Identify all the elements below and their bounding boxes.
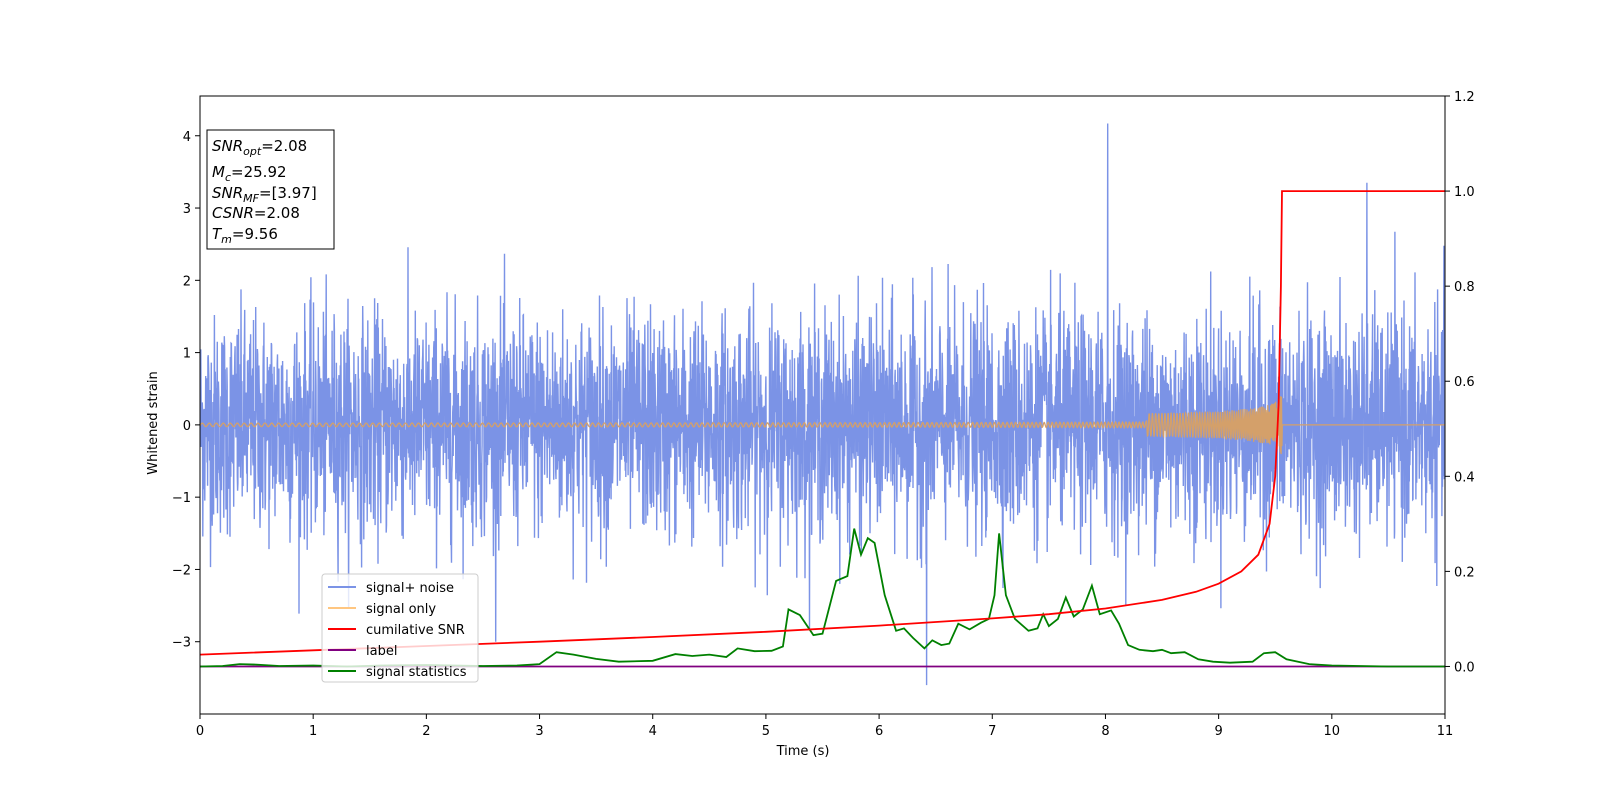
series-cumulative-snr bbox=[200, 190, 1445, 656]
y-tick-label: 2 bbox=[183, 274, 191, 289]
y-tick-label: 1 bbox=[183, 347, 191, 362]
x-tick-label: 7 bbox=[988, 724, 996, 739]
y2-tick-label: 0.8 bbox=[1454, 280, 1475, 295]
x-tick-label: 10 bbox=[1324, 724, 1341, 739]
y-axis-label: Whitened strain bbox=[146, 371, 161, 474]
info-subscript: c bbox=[225, 171, 231, 184]
x-tick-label: 2 bbox=[422, 724, 430, 739]
x-tick-label: 11 bbox=[1437, 724, 1454, 739]
y-tick-label: 0 bbox=[183, 419, 191, 434]
info-box-frame bbox=[206, 129, 335, 250]
y2-tick-label: 1.2 bbox=[1454, 90, 1475, 105]
y-tick-label: 4 bbox=[183, 130, 191, 145]
axis-text: Time (s) Whitened strain bbox=[146, 371, 829, 759]
info-symbol: T bbox=[212, 225, 223, 243]
info-symbol: M bbox=[212, 163, 225, 181]
x-tick-label: 1 bbox=[309, 724, 317, 739]
legend-label: signal only bbox=[366, 602, 436, 617]
x-tick-label: 4 bbox=[649, 724, 657, 739]
info-subscript: m bbox=[221, 233, 232, 246]
x-tick-label: 5 bbox=[762, 724, 770, 739]
info-value: =9.56 bbox=[232, 225, 278, 243]
x-tick-label: 0 bbox=[196, 724, 204, 739]
y-tick-label: −2 bbox=[172, 563, 191, 578]
legend-label: signal+ noise bbox=[366, 581, 454, 596]
series-signal-only bbox=[200, 396, 1445, 455]
plot-frame bbox=[199, 95, 1446, 715]
info-line: Mc=25.92 bbox=[212, 163, 287, 184]
info-value: =2.08 bbox=[261, 137, 307, 155]
x-tick-label: 9 bbox=[1214, 724, 1222, 739]
x-tick-label: 8 bbox=[1101, 724, 1109, 739]
info-line: Tm=9.56 bbox=[212, 225, 278, 246]
info-box: SNRopt=2.08Mc=25.92SNRMF=[3.97]CSNR=2.08… bbox=[206, 129, 335, 250]
legend-frame bbox=[321, 573, 479, 683]
info-subscript: opt bbox=[243, 145, 262, 158]
info-symbol: SNR bbox=[212, 184, 243, 202]
info-subscript: MF bbox=[243, 192, 259, 205]
y2-tick-label: 0.0 bbox=[1454, 660, 1475, 675]
y-tick-label: −1 bbox=[172, 491, 191, 506]
legend-label: label bbox=[366, 644, 397, 659]
x-tick-label: 6 bbox=[875, 724, 883, 739]
x-axis-label: Time (s) bbox=[776, 744, 830, 759]
axes: 0 1 2 3 4 5 6 7 8 9 10 11 −3 −2 −1 0 1 2 3 4 0.0 0.2 0.4 0.6 0.8… bbox=[172, 90, 1475, 739]
y-tick-label: 3 bbox=[183, 202, 191, 217]
info-value: =2.08 bbox=[254, 204, 300, 222]
info-value: =[3.97] bbox=[259, 184, 317, 202]
legend-label: cumilative SNR bbox=[366, 623, 465, 638]
x-tick-label: 3 bbox=[535, 724, 543, 739]
info-line: SNRMF=[3.97] bbox=[212, 184, 317, 205]
legend-label: signal statistics bbox=[366, 665, 467, 680]
y-tick-label: −3 bbox=[172, 636, 191, 651]
y2-tick-label: 1.0 bbox=[1454, 185, 1475, 200]
series-signal-statistics bbox=[200, 528, 1445, 668]
info-symbol: SNR bbox=[212, 137, 243, 155]
legend: signal+ noise signal only cumilative SNR la… bbox=[321, 573, 479, 683]
info-line: SNRopt=2.08 bbox=[212, 137, 307, 158]
info-value: =25.92 bbox=[231, 163, 287, 181]
info-symbol: CSNR bbox=[212, 204, 254, 222]
y2-tick-label: 0.4 bbox=[1454, 470, 1475, 485]
y2-tick-label: 0.6 bbox=[1454, 375, 1475, 390]
info-line: CSNR=2.08 bbox=[212, 204, 300, 222]
y2-tick-label: 0.2 bbox=[1454, 565, 1475, 580]
